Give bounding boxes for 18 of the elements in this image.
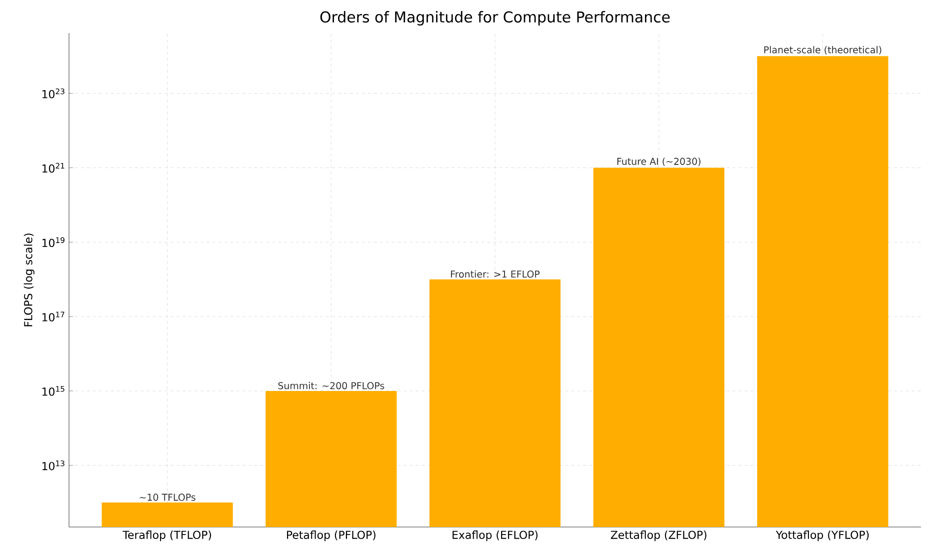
annotation: Summit: ~200 PFLOPs xyxy=(278,382,384,390)
y-axis-title: FLOPS (log scale) xyxy=(24,234,34,326)
x-tick-label: Yottaflop (YFLOP) xyxy=(776,530,869,542)
y-tick-label: 10$^{17}$ xyxy=(42,312,64,322)
y-tick-label: 10$^{21}$ xyxy=(42,162,64,173)
x-tick-label: Teraflop (TFLOP) xyxy=(122,530,212,542)
y-tick-label: 10$^{15}$ xyxy=(42,386,64,396)
x-tick-label: Exaflop (EFLOP) xyxy=(452,530,538,542)
annotation: Planet-scale (theoretical) xyxy=(764,46,882,54)
y-tick-label: 10$^{13}$ xyxy=(42,460,64,470)
y-tick-label: 10$^{23}$ xyxy=(42,88,64,98)
chart-title: Orders of Magnitude for Compute Performance xyxy=(320,11,670,26)
annotation: ~10 TFLOPs xyxy=(140,494,196,501)
x-tick-label: Zettaflop (ZFLOP) xyxy=(610,530,706,542)
annotation: Frontier: >1 EFLOP xyxy=(451,270,540,278)
x-tick-label: Petaflop (PFLOP) xyxy=(287,530,376,542)
y-tick-label: 10$^{19}$ xyxy=(42,237,64,248)
annotation: Future AI (~2030) xyxy=(617,158,700,166)
